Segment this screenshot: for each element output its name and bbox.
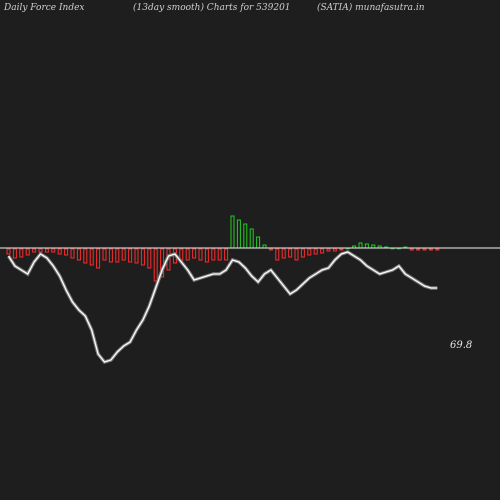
- force-bar: [256, 236, 261, 249]
- force-bar: [153, 248, 158, 282]
- force-bar: [57, 248, 62, 255]
- force-bar: [64, 248, 69, 256]
- force-bar: [76, 248, 81, 261]
- force-bar: [19, 248, 24, 258]
- force-bar: [358, 242, 363, 249]
- force-bar: [102, 248, 107, 261]
- force-bar: [224, 248, 229, 261]
- force-bar: [428, 248, 433, 251]
- force-bar: [230, 215, 235, 249]
- force-bar: [32, 248, 37, 253]
- force-bar: [249, 228, 254, 249]
- force-line: [7, 251, 438, 363]
- bar-series: [6, 215, 440, 282]
- force-bar: [294, 248, 299, 261]
- force-bar: [332, 248, 337, 252]
- force-bar: [198, 248, 203, 261]
- force-bar: [128, 248, 133, 263]
- force-bar: [409, 248, 414, 251]
- force-bar: [422, 248, 427, 251]
- force-bar: [83, 248, 88, 264]
- force-bar: [268, 248, 273, 251]
- force-bar: [313, 248, 318, 255]
- force-bar: [307, 248, 312, 256]
- force-bar: [12, 248, 17, 259]
- force-bar: [147, 248, 152, 269]
- force-bar: [192, 248, 197, 259]
- force-bar: [140, 248, 145, 266]
- force-bar: [6, 248, 11, 255]
- force-bar: [185, 248, 190, 261]
- force-bar: [70, 248, 75, 259]
- force-bar: [89, 248, 94, 266]
- force-bar: [38, 248, 43, 253]
- force-bar: [288, 248, 293, 258]
- force-bar: [326, 248, 331, 252]
- force-bar: [320, 248, 325, 254]
- force-bar: [236, 219, 241, 249]
- force-bar: [435, 248, 440, 251]
- force-bar: [275, 248, 280, 261]
- force-bar: [44, 248, 49, 253]
- force-bar: [96, 248, 101, 269]
- force-bar: [281, 248, 286, 259]
- force-bar: [25, 248, 30, 256]
- force-line-shadow: [7, 250, 438, 365]
- force-bar: [51, 248, 56, 253]
- force-bar: [204, 248, 209, 263]
- force-bar: [416, 248, 421, 251]
- force-bar: [217, 248, 222, 261]
- line-series: [7, 250, 438, 365]
- chart-title-right: (SATIA) munafasutra.in: [317, 3, 425, 13]
- force-bar: [243, 223, 248, 249]
- chart-title-left: Daily Force Index: [4, 3, 85, 13]
- force-bar: [108, 248, 113, 263]
- force-bar: [339, 248, 344, 251]
- force-bar: [134, 248, 139, 264]
- force-bar: [121, 248, 126, 261]
- force-bar: [211, 248, 216, 261]
- last-value-label: 69.8: [450, 340, 472, 351]
- force-bar: [115, 248, 120, 263]
- chart-title-middle: (13day smooth) Charts for 539201: [133, 3, 291, 13]
- force-bar: [300, 248, 305, 258]
